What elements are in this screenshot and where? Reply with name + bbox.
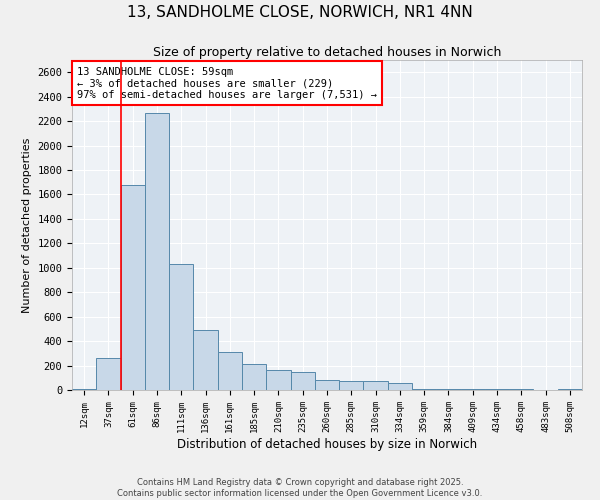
- Bar: [96, 358, 121, 390]
- X-axis label: Distribution of detached houses by size in Norwich: Distribution of detached houses by size …: [177, 438, 477, 450]
- Text: 13, SANDHOLME CLOSE, NORWICH, NR1 4NN: 13, SANDHOLME CLOSE, NORWICH, NR1 4NN: [127, 5, 473, 20]
- Bar: [169, 264, 193, 390]
- Y-axis label: Number of detached properties: Number of detached properties: [22, 138, 32, 312]
- Bar: [290, 372, 315, 390]
- Bar: [315, 380, 339, 390]
- Text: 13 SANDHOLME CLOSE: 59sqm
← 3% of detached houses are smaller (229)
97% of semi-: 13 SANDHOLME CLOSE: 59sqm ← 3% of detach…: [77, 66, 377, 100]
- Bar: [121, 184, 145, 390]
- Bar: [436, 389, 461, 390]
- Bar: [339, 382, 364, 390]
- Bar: [412, 389, 436, 390]
- Bar: [388, 384, 412, 390]
- Bar: [193, 330, 218, 390]
- Bar: [364, 382, 388, 390]
- Bar: [266, 370, 290, 390]
- Title: Size of property relative to detached houses in Norwich: Size of property relative to detached ho…: [153, 46, 501, 59]
- Bar: [242, 364, 266, 390]
- Text: Contains HM Land Registry data © Crown copyright and database right 2025.
Contai: Contains HM Land Registry data © Crown c…: [118, 478, 482, 498]
- Bar: [145, 112, 169, 390]
- Bar: [218, 352, 242, 390]
